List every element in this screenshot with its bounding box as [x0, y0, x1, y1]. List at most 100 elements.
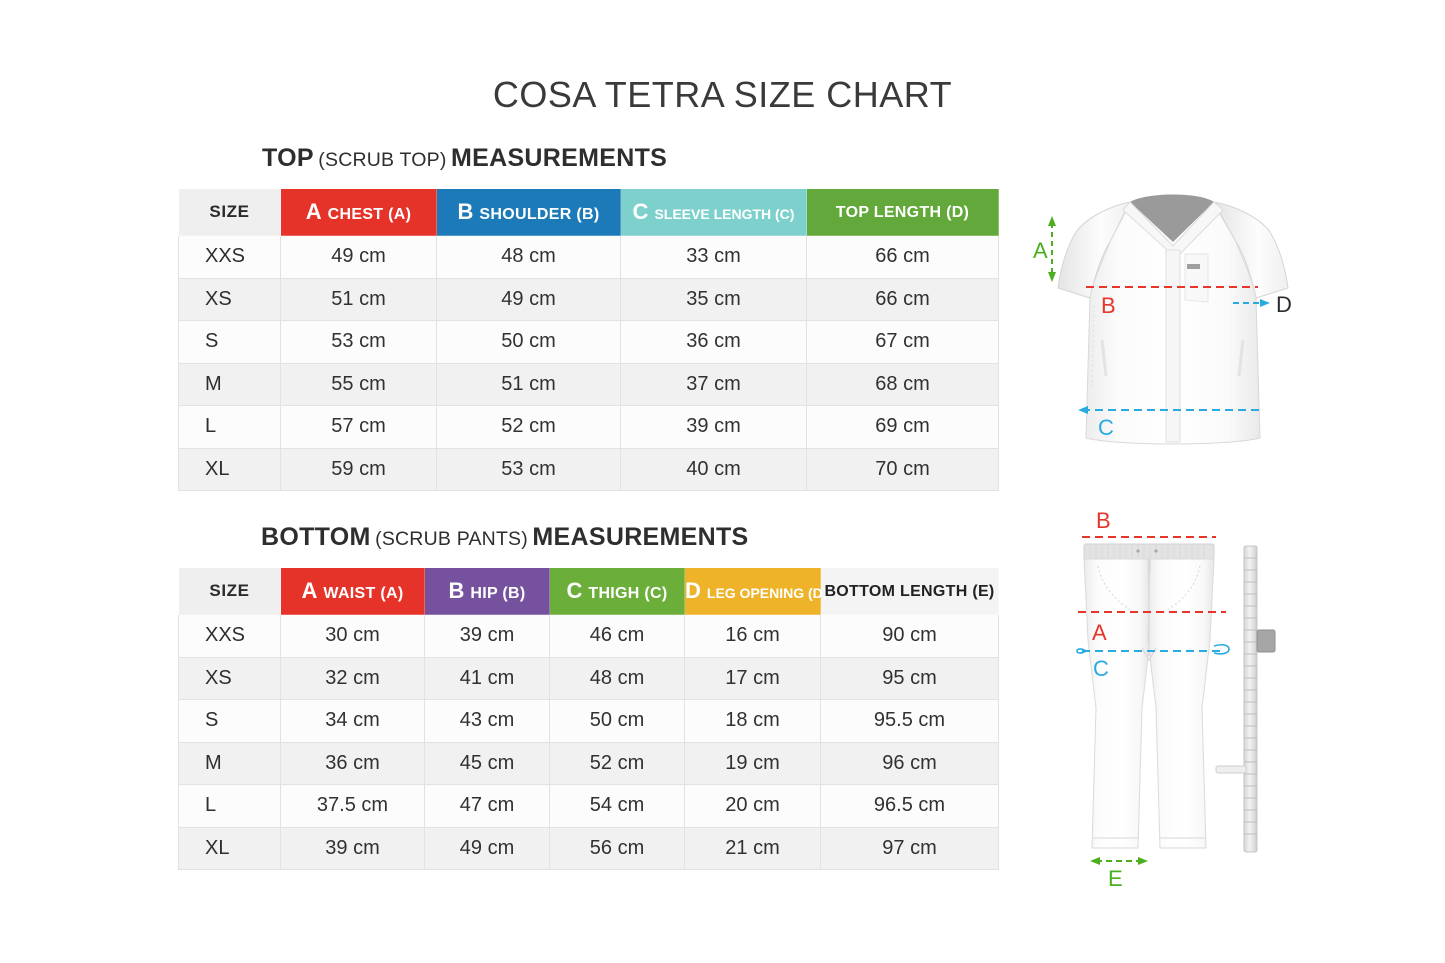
header-letter-b: B	[457, 198, 474, 224]
size-label: XL	[178, 447, 281, 491]
cell-top-length: 68 cm	[806, 362, 999, 406]
bottom-measurements-table: SIZE A WAIST (A) B HIP (B) C	[178, 567, 999, 870]
cell-sleeve-length: 37 cm	[620, 362, 807, 406]
header-label-waist: WAIST (A)	[323, 584, 404, 602]
pants-right-pocket	[1163, 565, 1201, 613]
cell-leg-opening: 20 cm	[684, 784, 821, 828]
cell-chest: 53 cm	[280, 320, 437, 364]
section-title-top: TOP (SCRUB TOP) MEASUREMENTS	[262, 144, 667, 173]
cell-hip: 47 cm	[424, 784, 550, 828]
cell-bottom-length: 96 cm	[820, 741, 999, 785]
cell-top-length: 66 cm	[806, 235, 999, 279]
table-row: L 37.5 cm 47 cm 54 cm 20 cm 96.5 cm	[178, 784, 999, 828]
table-row: XL 39 cm 49 cm 56 cm 21 cm 97 cm	[178, 826, 999, 870]
cell-top-length: 66 cm	[806, 277, 999, 321]
page-title: COSA TETRA SIZE CHART	[492, 74, 953, 115]
header-shoulder: B SHOULDER (B)	[436, 188, 621, 236]
table-row: L 57 cm 52 cm 39 cm 69 cm	[178, 405, 999, 449]
table-row: XS 51 cm 49 cm 35 cm 66 cm	[178, 277, 999, 321]
annotation-label-b: B	[1096, 508, 1111, 533]
cell-shoulder: 51 cm	[436, 362, 621, 406]
cell-bottom-length: 90 cm	[820, 614, 999, 658]
cell-thigh: 56 cm	[549, 826, 685, 870]
cell-chest: 57 cm	[280, 405, 437, 449]
pants-waistband-ribs	[1089, 545, 1205, 558]
size-label: L	[178, 784, 281, 828]
table-row: XS 32 cm 41 cm 48 cm 17 cm 95 cm	[178, 656, 999, 700]
cell-sleeve-length: 39 cm	[620, 405, 807, 449]
cell-hip: 41 cm	[424, 656, 550, 700]
annotation-c-right-loop	[1213, 643, 1230, 655]
cell-waist: 36 cm	[280, 741, 425, 785]
header-size: SIZE	[178, 188, 281, 236]
scrub-pants-illustration: B A C E	[1038, 508, 1338, 890]
header-waist: A WAIST (A)	[280, 567, 425, 615]
cell-chest: 49 cm	[280, 235, 437, 279]
size-label: L	[178, 405, 281, 449]
table-row: XXS 49 cm 48 cm 33 cm 66 cm	[178, 235, 999, 279]
shirt-left-sleeve	[1057, 201, 1131, 299]
header-label-thigh: THIGH (C)	[588, 584, 668, 602]
section-title-bottom: BOTTOM (SCRUB PANTS) MEASUREMENTS	[261, 523, 749, 552]
scrub-top-illustration: A B C D	[1018, 180, 1328, 480]
header-label-hip: HIP (B)	[470, 584, 526, 602]
annotation-d-arrow	[1260, 299, 1270, 307]
annotation-label-a: A	[1092, 620, 1107, 645]
size-label: XS	[178, 277, 281, 321]
cell-sleeve-length: 36 cm	[620, 320, 807, 364]
table-row: S 53 cm 50 cm 36 cm 67 cm	[178, 320, 999, 364]
header-thigh: C THIGH (C)	[549, 567, 685, 615]
header-letter-a: A	[305, 198, 322, 224]
header-size: SIZE	[178, 567, 281, 615]
cell-bottom-length: 95.5 cm	[820, 699, 999, 743]
size-label: M	[178, 741, 281, 785]
header-bottom-length: BOTTOM LENGTH (E)	[820, 567, 999, 615]
shirt-inner-collar	[1130, 194, 1214, 242]
bottom-table-body: XXS 30 cm 39 cm 46 cm 16 cm 90 cm XS 32 …	[178, 614, 999, 870]
annotation-label-e: E	[1108, 866, 1123, 890]
section-title-bottom-main: BOTTOM	[261, 523, 371, 551]
cell-thigh: 50 cm	[549, 699, 685, 743]
pants-waistband	[1083, 543, 1215, 560]
cell-waist: 39 cm	[280, 826, 425, 870]
annotation-a-arrow-up	[1048, 216, 1056, 226]
cell-shoulder: 48 cm	[436, 235, 621, 279]
section-title-top-main: TOP	[262, 144, 314, 172]
header-hip: B HIP (B)	[424, 567, 550, 615]
section-title-top-tail: MEASUREMENTS	[451, 144, 668, 172]
cell-hip: 43 cm	[424, 699, 550, 743]
header-letter-b: B	[448, 577, 465, 603]
annotation-label-d: D	[1276, 292, 1292, 317]
header-chest: A CHEST (A)	[280, 188, 437, 236]
top-table-body: XXS 49 cm 48 cm 33 cm 66 cm XS 51 cm 49 …	[178, 235, 999, 491]
annotation-e-arrow-right	[1138, 857, 1148, 865]
size-label: S	[178, 699, 281, 743]
cell-leg-opening: 17 cm	[684, 656, 821, 700]
section-title-bottom-tail: MEASUREMENTS	[532, 523, 749, 551]
size-label: XXS	[178, 614, 281, 658]
measuring-tape-clip	[1256, 629, 1276, 653]
annotation-c-left-loop	[1076, 648, 1087, 654]
cell-chest: 59 cm	[280, 447, 437, 491]
cell-bottom-length: 97 cm	[820, 826, 999, 870]
shirt-left-pocket-seam	[1100, 339, 1108, 377]
table-row: XXS 30 cm 39 cm 46 cm 16 cm 90 cm	[178, 614, 999, 658]
header-label-chest: CHEST (A)	[327, 205, 412, 223]
cell-hip: 45 cm	[424, 741, 550, 785]
cell-top-length: 67 cm	[806, 320, 999, 364]
cell-bottom-length: 96.5 cm	[820, 784, 999, 828]
section-title-bottom-paren: (SCRUB PANTS)	[375, 528, 528, 550]
header-letter-c: C	[632, 198, 649, 224]
shirt-side-seam	[1091, 304, 1095, 391]
cell-sleeve-length: 40 cm	[620, 447, 807, 491]
shirt-right-pocket-seam	[1237, 339, 1245, 377]
annotation-label-b: B	[1101, 293, 1116, 318]
shirt-chest-pocket	[1184, 253, 1209, 303]
cell-waist: 34 cm	[280, 699, 425, 743]
header-label-top-length: TOP LENGTH (D)	[835, 204, 970, 221]
cell-thigh: 54 cm	[549, 784, 685, 828]
cell-waist: 37.5 cm	[280, 784, 425, 828]
table-header-row: SIZE A CHEST (A) B SHOULDER (B) C	[178, 188, 999, 236]
cell-sleeve-length: 33 cm	[620, 235, 807, 279]
